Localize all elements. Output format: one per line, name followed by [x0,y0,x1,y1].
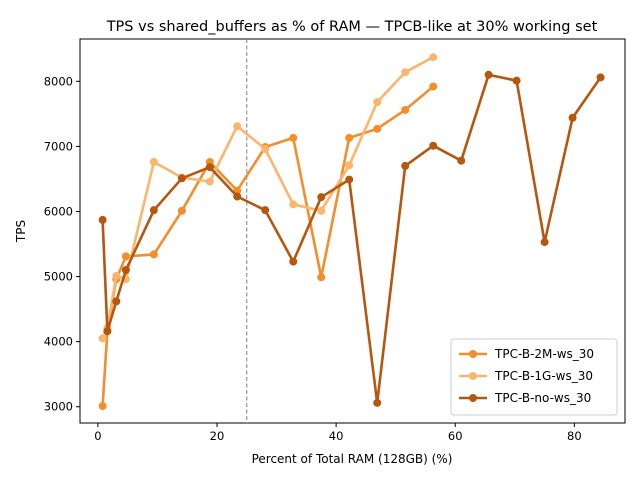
data-point [317,193,326,202]
data-point [121,266,130,275]
data-point [149,206,158,215]
data-point [177,174,186,183]
legend-swatch-marker [469,350,477,358]
data-point [401,105,410,114]
data-point [233,122,242,131]
data-point [429,82,438,91]
legend-swatch-marker [469,394,477,402]
plot-area-frame [79,38,626,424]
data-point [98,402,107,411]
legend-label: TPC-B-2M-ws_30 [494,347,594,361]
data-point [401,68,410,77]
data-point [261,206,270,215]
legend-label: TPC-B-no-ws_30 [494,391,591,405]
data-point [484,70,493,79]
data-point [233,192,242,201]
data-point [429,141,438,150]
data-point [540,238,549,247]
series-tpc-b-1g-ws-30 [98,53,438,343]
y-tick-label: 6000 [44,204,73,218]
data-point [103,327,112,336]
data-point [112,271,121,280]
legend-box [450,338,618,416]
data-point [317,273,326,282]
y-tick-label: 7000 [44,139,73,153]
data-point [373,98,382,107]
data-point [205,177,214,186]
axes-layer: 0 20 40 60 80 3000 4000 5000 6000 7000 8000 [44,74,582,443]
y-tick-label: 4000 [44,335,73,349]
y-tick-label: 8000 [44,74,73,88]
data-point [401,161,410,170]
legend-swatch-marker [469,372,477,380]
data-point [568,113,577,122]
data-point [149,158,158,167]
data-point [457,156,466,165]
series-tpc-b-no-ws-30 [98,70,605,407]
series-layer [98,53,605,411]
series-line [101,56,434,339]
x-tick-label: 0 [94,429,101,443]
y-tick-label: 3000 [44,400,73,414]
data-point [112,297,121,306]
x-tick-label: 80 [567,429,582,443]
data-point [373,398,382,407]
legend-label: TPC-B-1G-ws_30 [494,369,593,383]
data-point [149,250,158,259]
data-point [596,73,605,82]
data-point [373,124,382,133]
series-tpc-b-2m-ws-30 [98,82,438,411]
data-point [345,161,354,170]
data-point [121,252,130,261]
data-point [429,53,438,62]
x-axis-label: Percent of Total RAM (128GB) (%) [252,452,453,466]
data-point [177,206,186,215]
data-point [289,200,298,209]
x-tick-label: 60 [448,429,463,443]
data-point [317,206,326,215]
data-point [98,215,107,224]
data-point [345,175,354,184]
y-axis-label: TPS [14,220,28,243]
legend-item: TPC-B-no-ws_30 [459,391,591,405]
data-point [261,144,270,153]
data-point [512,76,521,85]
x-tick-label: 40 [329,429,344,443]
legend-item: TPC-B-1G-ws_30 [459,369,593,383]
legend-item: TPC-B-2M-ws_30 [459,347,594,361]
data-point [289,257,298,266]
x-tick-label: 20 [210,429,225,443]
data-point [98,334,107,343]
y-tick-label: 5000 [44,270,73,284]
legend: TPC-B-2M-ws_30 TPC-B-1G-ws_30 TPC-B-no-ws_… [450,338,618,416]
data-point [345,133,354,142]
data-point [205,163,214,172]
chart-title: TPS vs shared_buffers as % of RAM — TPCB… [106,19,598,35]
data-point [289,133,298,142]
